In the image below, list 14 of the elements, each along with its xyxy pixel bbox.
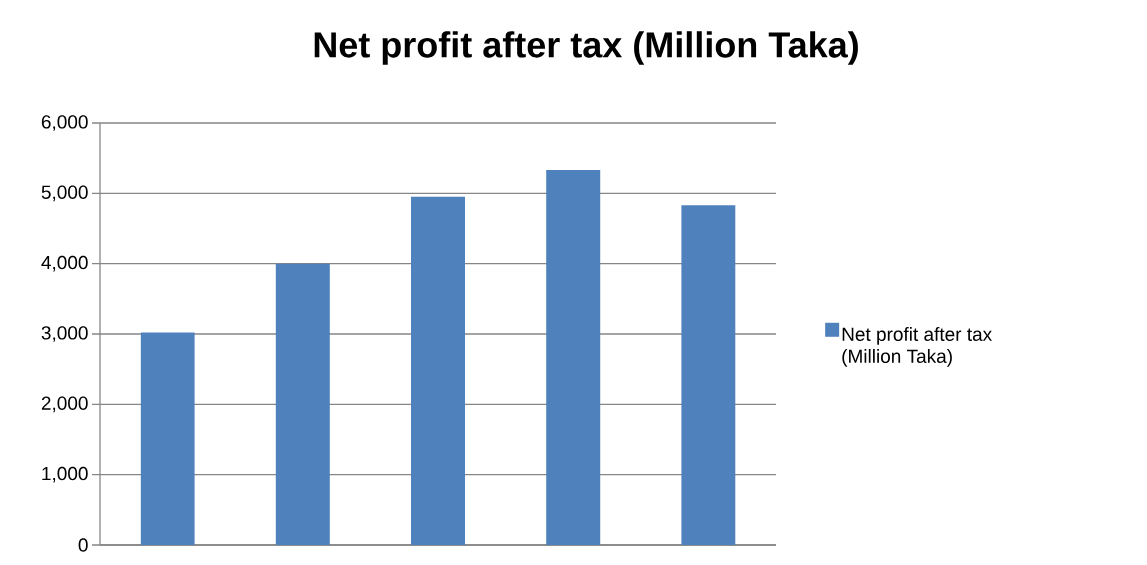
y-tick-label: 6,000 xyxy=(41,115,88,131)
legend-label: Net profit after tax (Million Taka) xyxy=(842,327,992,367)
y-tick-label: 5,000 xyxy=(41,185,88,202)
chart-title: Net profit after tax (Million Taka) xyxy=(314,31,858,65)
bar xyxy=(681,205,736,545)
bar xyxy=(275,263,330,545)
y-tick-label: 3,000 xyxy=(41,326,88,342)
y-tick-label: 1,000 xyxy=(42,466,88,483)
y-tick-label: 4,000 xyxy=(41,255,88,272)
bar xyxy=(411,196,466,545)
bar xyxy=(140,332,195,545)
bar xyxy=(546,170,601,545)
y-tick-label: 2,000 xyxy=(41,396,88,413)
y-tick-label: 0 xyxy=(78,538,88,552)
